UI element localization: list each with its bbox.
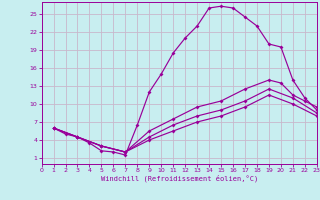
X-axis label: Windchill (Refroidissement éolien,°C): Windchill (Refroidissement éolien,°C) [100,175,258,182]
